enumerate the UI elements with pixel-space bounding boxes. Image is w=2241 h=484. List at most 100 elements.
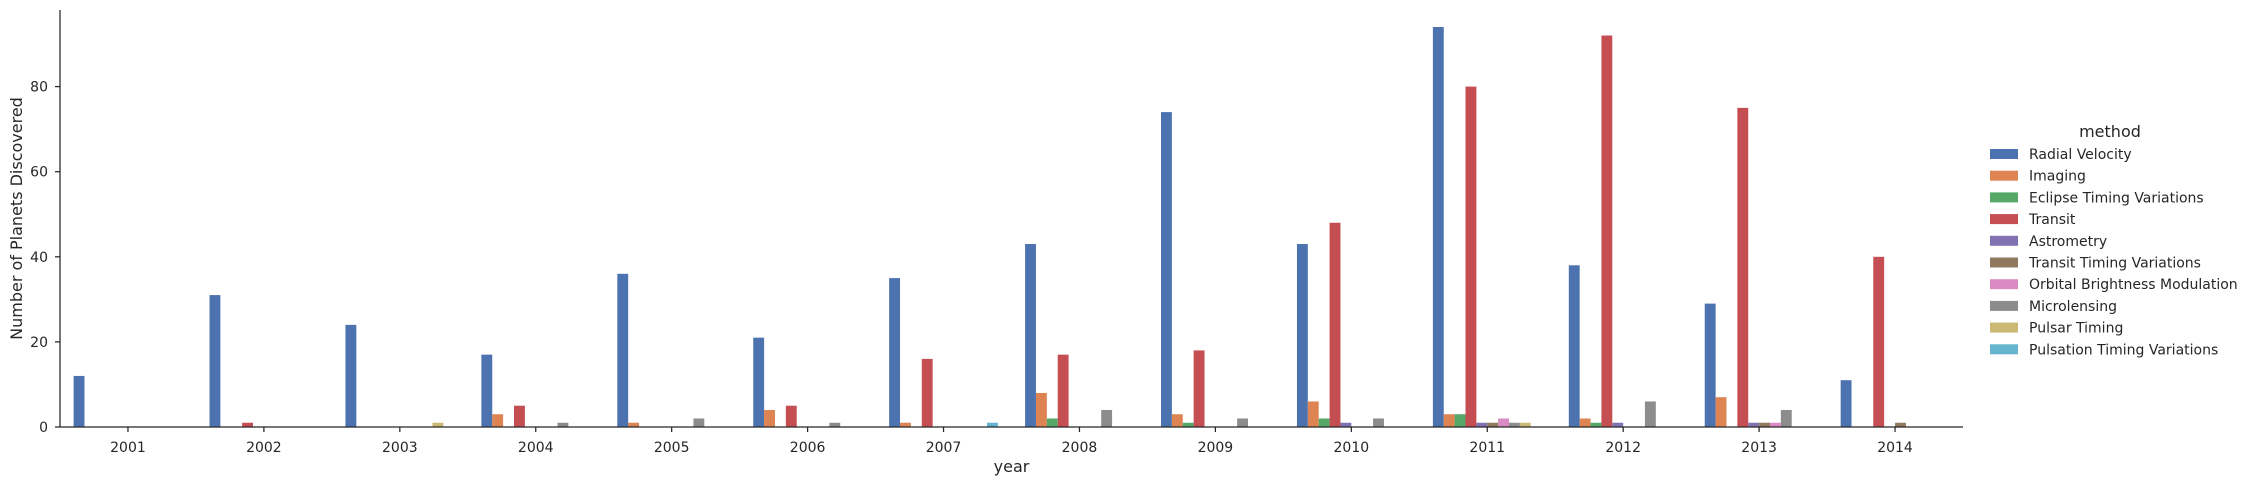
legend-swatch: [1990, 214, 2018, 225]
bar-transit-timing-variations-2011: [1487, 422, 1499, 427]
y-tick-label: 60: [30, 165, 48, 181]
x-tick-label: 2010: [1334, 440, 1370, 456]
bar-radial-velocity-2003: [345, 324, 357, 427]
bar-transit-2004: [514, 405, 525, 427]
legend-swatch: [1990, 279, 2018, 290]
x-tick-label: 2013: [1741, 440, 1777, 456]
bar-radial-velocity-2012: [1568, 265, 1580, 427]
bar-imaging-2004: [492, 414, 504, 427]
bar-radial-velocity-2010: [1296, 244, 1308, 427]
bar-microlensing-2008: [1101, 409, 1113, 427]
x-tick-label: 2012: [1605, 440, 1641, 456]
bar-microlensing-2004: [557, 422, 569, 427]
x-tick-label: 2009: [1198, 440, 1234, 456]
bar-transit-timing-variations-2013: [1759, 422, 1770, 427]
x-tick-label: 2003: [382, 440, 418, 456]
x-tick-label: 2002: [246, 440, 282, 456]
bar-orbital-brightness-modulation-2011: [1498, 418, 1509, 427]
bar-microlensing-2010: [1373, 418, 1384, 427]
bar-pulsation-timing-variations-2007: [987, 422, 998, 427]
bar-radial-velocity-2005: [617, 273, 629, 427]
bar-radial-velocity-2011: [1432, 27, 1444, 428]
bar-radial-velocity-2002: [209, 295, 221, 427]
bar-transit-2007: [921, 358, 933, 427]
x-tick-label: 2014: [1877, 440, 1913, 456]
bar-transit-2002: [242, 422, 254, 427]
bar-imaging-2009: [1171, 414, 1183, 427]
bar-radial-velocity-2013: [1704, 303, 1716, 427]
legend-label: Pulsar Timing: [2029, 321, 2123, 337]
y-tick-label: 40: [30, 250, 48, 266]
legend-swatch: [1990, 235, 2018, 246]
bar-eclipse-timing-variations-2010: [1318, 418, 1330, 427]
bar-astrometry-2013: [1748, 422, 1760, 427]
bar-astrometry-2010: [1340, 422, 1352, 427]
x-tick-label: 2005: [654, 440, 690, 456]
bar-microlensing-2006: [829, 422, 841, 427]
bar-imaging-2006: [764, 409, 775, 427]
bar-radial-velocity-2014: [1840, 380, 1852, 427]
y-tick-label: 80: [30, 80, 48, 96]
x-tick-label: 2011: [1469, 440, 1505, 456]
bar-radial-velocity-2009: [1161, 112, 1172, 428]
bar-imaging-2005: [628, 422, 640, 427]
legend-swatch: [1990, 170, 2018, 181]
bars-layer: [73, 27, 1906, 428]
legend-label: Transit: [2028, 212, 2076, 228]
legend-label: Transit Timing Variations: [2028, 256, 2201, 272]
bar-microlensing-2013: [1780, 409, 1792, 427]
bar-transit-2009: [1193, 350, 1205, 427]
bar-microlensing-2011: [1509, 422, 1520, 427]
bar-transit-2013: [1737, 107, 1749, 428]
bar-imaging-2013: [1715, 397, 1727, 427]
x-tick-label: 2007: [926, 440, 962, 456]
bar-transit-2006: [785, 405, 797, 427]
x-axis-label: year: [994, 457, 1030, 476]
bar-radial-velocity-2007: [889, 278, 901, 427]
bar-microlensing-2012: [1644, 401, 1656, 427]
bar-astrometry-2011: [1476, 422, 1488, 427]
bar-transit-2012: [1601, 35, 1613, 427]
bar-microlensing-2005: [693, 418, 705, 427]
legend-label: Imaging: [2029, 169, 2086, 185]
bar-transit-2010: [1329, 222, 1341, 427]
bar-eclipse-timing-variations-2012: [1590, 422, 1602, 427]
legend-swatch: [1990, 192, 2018, 203]
legend-swatch: [1990, 344, 2018, 355]
y-axis-label: Number of Planets Discovered: [7, 97, 26, 340]
bar-radial-velocity-2001: [73, 375, 85, 427]
bar-transit-2014: [1873, 256, 1885, 427]
bar-transit-2008: [1057, 354, 1069, 427]
bar-imaging-2008: [1035, 392, 1047, 427]
bar-imaging-2007: [900, 422, 911, 427]
y-ticks: 0 20 40 60 80: [30, 80, 60, 436]
bar-imaging-2012: [1579, 418, 1591, 427]
x-tick-label: 2001: [110, 440, 146, 456]
bar-imaging-2010: [1307, 401, 1319, 427]
bar-eclipse-timing-variations-2008: [1046, 418, 1058, 427]
bar-pulsar-timing-2011: [1519, 422, 1531, 427]
x-tick-label: 2004: [518, 440, 554, 456]
bar-radial-velocity-2008: [1025, 244, 1036, 427]
bar-radial-velocity-2006: [753, 337, 765, 427]
legend-label: Astrometry: [2029, 234, 2107, 250]
legend-title: method: [2079, 122, 2141, 141]
legend-swatch: [1990, 257, 2018, 268]
bar-microlensing-2009: [1237, 418, 1249, 427]
legend-swatch: [1990, 149, 2018, 159]
legend-label: Pulsation Timing Variations: [2029, 342, 2218, 358]
y-tick-label: 0: [39, 420, 48, 436]
legend: method Radial Velocity Imaging Eclipse Tim…: [1990, 122, 2238, 358]
bar-astrometry-2012: [1612, 422, 1624, 427]
y-tick-label: 20: [30, 335, 48, 351]
legend-swatch: [1990, 322, 2018, 333]
legend-label: Microlensing: [2029, 299, 2117, 315]
x-ticks: 2001 2002 2003 2004 2005 2006 2007 2008 2009 2010…: [110, 427, 1913, 456]
legend-label: Orbital Brightness Modulation: [2029, 277, 2238, 293]
bar-orbital-brightness-modulation-2013: [1769, 422, 1781, 427]
x-tick-label: 2006: [790, 440, 826, 456]
legend-label: Radial Velocity: [2029, 147, 2132, 163]
bar-transit-timing-variations-2014: [1895, 422, 1906, 427]
bar-pulsar-timing-2003: [432, 422, 444, 427]
